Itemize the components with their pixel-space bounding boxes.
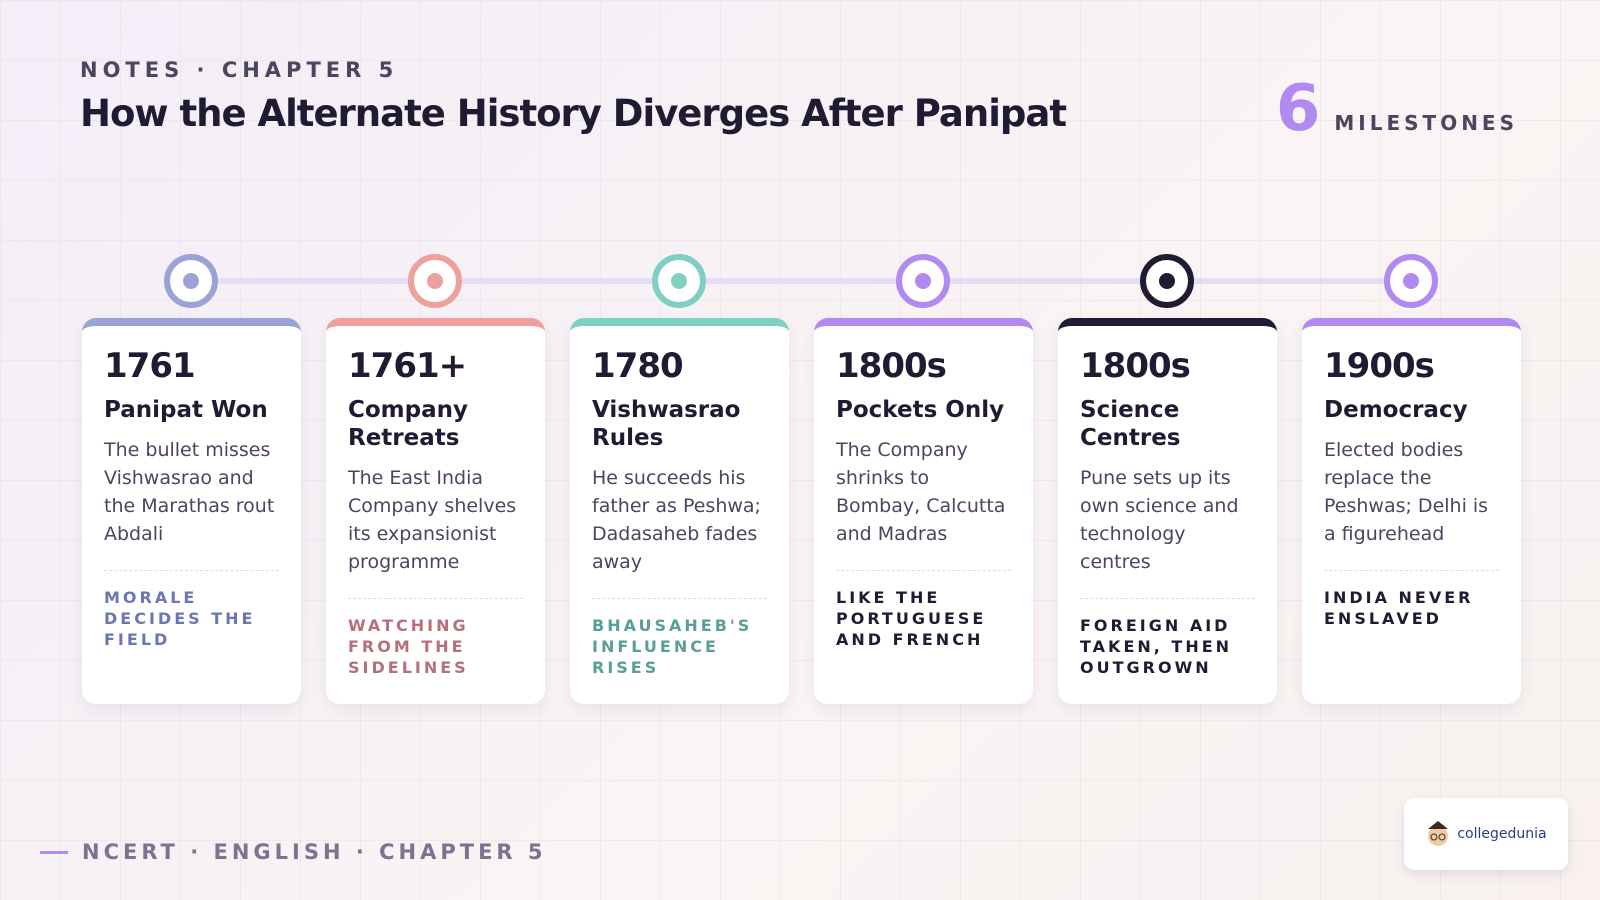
milestone-text: The Company shrinks to Bombay, Calcutta …: [836, 439, 1006, 545]
milestone-tag: FOREIGN AID TAKEN, THEN OUTGROWN: [1080, 598, 1255, 678]
milestone-title: Company Retreats: [348, 397, 468, 451]
milestone-text: Elected bodies replace the Peshwas; Delh…: [1324, 439, 1489, 545]
timeline-dot: [408, 254, 462, 308]
milestone-tag: WATCHING FROM THE SIDELINES: [348, 598, 523, 678]
milestone-text: The bullet misses Vishwasrao and the Mar…: [104, 439, 275, 545]
badge: 6 MILESTONES: [1276, 72, 1518, 146]
badge-count: 6: [1275, 72, 1321, 146]
milestone-year: 1780: [592, 346, 684, 386]
logo-icon: [1428, 821, 1449, 846]
dot-center: [1403, 273, 1419, 289]
milestone-text: Pune sets up its own science and technol…: [1080, 467, 1239, 573]
logo: collegedunia: [1404, 798, 1568, 870]
milestone-card: 1761+ Company Retreats The East India Comp…: [326, 318, 545, 704]
milestone-tag: LIKE THE PORTUGUESE AND FRENCH: [836, 570, 1011, 650]
milestone-year: 1800s: [1080, 346, 1191, 386]
dot-center: [915, 273, 931, 289]
milestone-text: The East India Company shelves its expan…: [348, 467, 517, 573]
milestone-year: 1800s: [836, 346, 947, 386]
milestone-title: Vishwasrao Rules: [592, 397, 741, 451]
milestone-tag: BHAUSAHEB'S INFLUENCE RISES: [592, 598, 767, 678]
badge-label: MILESTONES: [1334, 111, 1518, 135]
timeline-dot: [164, 254, 218, 308]
milestone-tag: MORALE DECIDES THE FIELD: [104, 570, 279, 650]
milestone-card: 1761 Panipat Won The bullet misses Vishwas…: [82, 318, 301, 704]
timeline-dot: [652, 254, 706, 308]
milestone-year: 1900s: [1324, 346, 1435, 386]
kicker: NOTES · CHAPTER 5: [80, 58, 399, 82]
footer: NCERT · ENGLISH · CHAPTER 5: [40, 840, 547, 864]
milestone-card: 1800s Pockets Only The Company shrinks to …: [814, 318, 1033, 704]
milestone-card: 1900s Democracy Elected bodies replace the…: [1302, 318, 1521, 704]
milestone-card: 1780 Vishwasrao Rules He succeeds his fath…: [570, 318, 789, 704]
milestone-title: Democracy: [1324, 397, 1468, 423]
dot-center: [1159, 273, 1175, 289]
milestone-title: Panipat Won: [104, 397, 268, 423]
dot-center: [671, 273, 687, 289]
footer-rule: [40, 850, 68, 854]
milestone-year: 1761: [104, 346, 196, 386]
milestone-title: Science Centres: [1080, 397, 1181, 451]
milestone-title: Pockets Only: [836, 397, 1005, 423]
title: How the Alternate History Diverges After…: [80, 92, 1067, 135]
timeline-dot: [1384, 254, 1438, 308]
timeline-dot: [896, 254, 950, 308]
dot-center: [183, 273, 199, 289]
dot-center: [427, 273, 443, 289]
timeline-track: [190, 278, 1410, 284]
milestone-tag: INDIA NEVER ENSLAVED: [1324, 570, 1499, 629]
milestone-year: 1761+: [348, 346, 467, 386]
footer-text: NCERT · ENGLISH · CHAPTER 5: [82, 840, 547, 864]
milestone-text: He succeeds his father as Peshwa; Dadasa…: [592, 467, 761, 573]
milestone-card: 1800s Science Centres Pune sets up its own…: [1058, 318, 1277, 704]
logo-text: collegedunia: [1457, 826, 1547, 842]
timeline-dot: [1140, 254, 1194, 308]
